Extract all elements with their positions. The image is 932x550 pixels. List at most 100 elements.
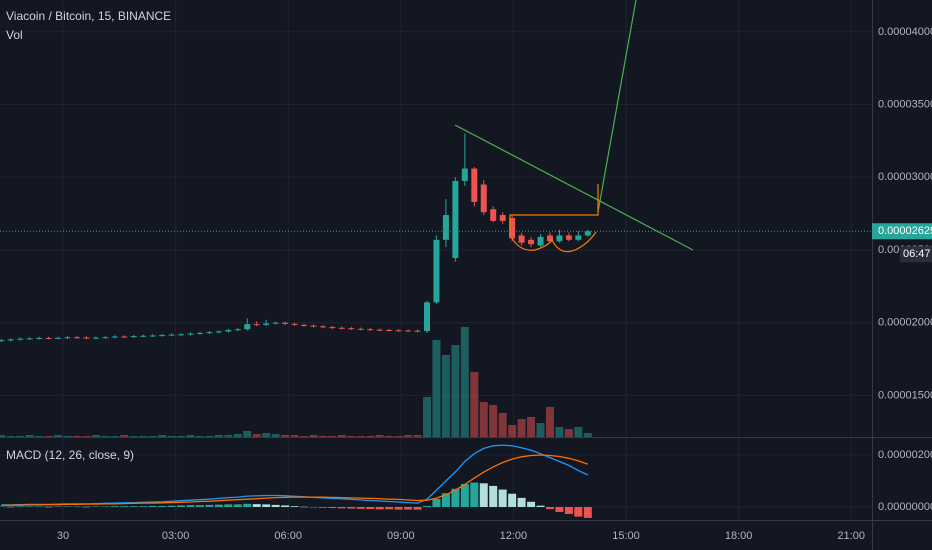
- candle-layer: [0, 133, 591, 343]
- volume-bar: [120, 435, 129, 437]
- candle-body: [319, 326, 326, 328]
- macd-histogram-bar: [63, 506, 72, 507]
- macd-histogram-bar: [451, 488, 460, 507]
- macd-histogram-bar: [252, 504, 261, 507]
- countdown-label: 06:47: [903, 248, 931, 260]
- volume-bar: [489, 405, 498, 437]
- last-price-box: [872, 223, 932, 240]
- macd-histogram-bar: [214, 504, 223, 507]
- candle-body: [225, 329, 232, 332]
- volume-bar: [583, 433, 592, 437]
- candle-body: [556, 235, 563, 242]
- candle-body: [36, 337, 43, 339]
- price-tick-label: 0.00002000: [878, 317, 932, 329]
- candle-body: [168, 334, 175, 336]
- macd-histogram-bar: [545, 506, 554, 510]
- candle-body: [367, 329, 374, 331]
- volume-bar: [63, 436, 72, 437]
- candle-body: [102, 337, 109, 339]
- macd-histogram-bar: [300, 506, 309, 508]
- candle-body: [282, 322, 289, 324]
- volume-bar: [309, 435, 318, 437]
- volume-bar: [54, 435, 63, 437]
- volume-bar: [300, 436, 309, 437]
- macd-histogram-bar: [139, 506, 148, 507]
- candle-body: [83, 337, 90, 339]
- macd-histogram-bar: [356, 506, 365, 509]
- volume-bar: [148, 436, 157, 437]
- candle-body: [196, 332, 203, 334]
- volume-bar: [271, 434, 280, 437]
- candle-body: [546, 235, 553, 242]
- macd-title: MACD (12, 26, close, 9): [6, 448, 134, 462]
- macd-tick-label: 0.00000000: [878, 501, 932, 513]
- volume-bar: [158, 435, 167, 437]
- volume-bar: [574, 427, 583, 437]
- candle-body: [565, 235, 572, 240]
- macd-histogram-bar: [470, 482, 479, 507]
- volume-bar: [25, 435, 34, 437]
- macd-histogram-bar: [555, 506, 564, 512]
- projection-line: [597, 0, 637, 213]
- candle-body: [187, 333, 194, 335]
- volume-bar: [375, 435, 384, 437]
- volume-bar: [404, 435, 413, 437]
- volume-bar: [177, 436, 186, 437]
- volume-bar: [252, 434, 261, 437]
- candle-body: [130, 336, 137, 338]
- volume-bar: [413, 435, 422, 437]
- time-label: 15:00: [612, 530, 640, 542]
- macd-histogram-bar: [120, 506, 129, 507]
- macd-histogram-bar: [35, 506, 44, 507]
- volume-bar: [72, 436, 81, 437]
- time-label: 18:00: [725, 530, 753, 542]
- volume-bar: [262, 433, 271, 437]
- price-tick-label: 0.00003000: [878, 171, 932, 183]
- candle-body: [461, 168, 468, 181]
- macd-histogram-bar: [25, 506, 34, 507]
- price-tick-label: 0.00004000: [878, 26, 932, 38]
- volume-bar: [233, 434, 242, 437]
- volume-bar: [0, 435, 6, 437]
- macd-histogram-bar: [195, 505, 204, 507]
- countdown-box: [900, 246, 932, 263]
- volume-bar: [243, 431, 252, 437]
- volume-bar: [318, 436, 327, 437]
- candle-body: [17, 338, 24, 340]
- macd-histogram-bar: [375, 506, 384, 510]
- candle-body: [452, 180, 459, 258]
- candle-body: [376, 329, 383, 331]
- candle-body: [45, 337, 52, 339]
- volume-bar: [366, 436, 375, 437]
- volume-bar: [6, 436, 15, 437]
- volume-bar: [91, 435, 100, 437]
- pattern-curve: [511, 231, 597, 253]
- volume-bar: [195, 436, 204, 437]
- candle-body: [584, 231, 591, 236]
- candle-body: [528, 239, 535, 245]
- volume-bar: [337, 435, 346, 437]
- volume-bar: [205, 436, 214, 437]
- macd-histogram-bar: [583, 506, 592, 518]
- macd-histogram-bar: [6, 506, 15, 508]
- candle-body: [537, 236, 544, 246]
- volume-bar: [460, 327, 469, 437]
- macd-histogram-bar: [423, 505, 431, 507]
- macd-histogram-bar: [394, 506, 403, 510]
- macd-histogram-bar: [262, 504, 271, 507]
- macd-histogram-bar: [205, 504, 214, 507]
- macd-histogram-bar: [328, 506, 337, 509]
- candle-body: [471, 168, 478, 202]
- macd-histogram-bar: [574, 506, 583, 517]
- macd-histogram-bar: [498, 489, 507, 507]
- symbol-title: Viacoin / Bitcoin, 15, BINANCE: [6, 9, 171, 23]
- time-label: 30: [57, 530, 69, 542]
- macd-tick-label: 0.00000200: [878, 449, 932, 461]
- macd-histogram-bar: [233, 504, 242, 507]
- volume-bar: [82, 436, 91, 437]
- signal-line: [1, 454, 589, 507]
- candle-body: [244, 324, 251, 330]
- volume-label: Vol: [6, 28, 23, 42]
